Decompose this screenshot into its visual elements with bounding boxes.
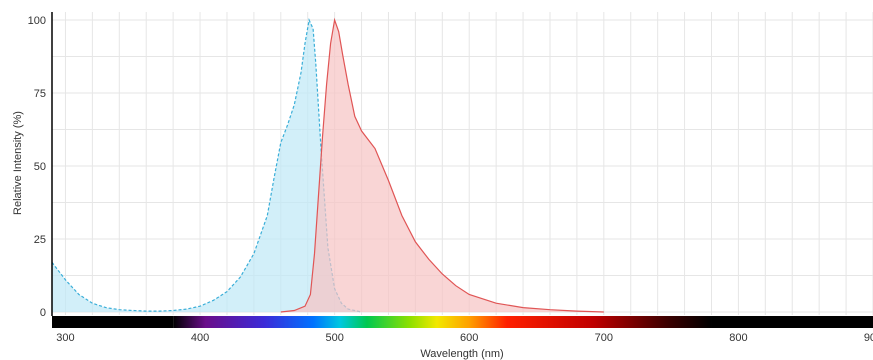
y-tick-labels: 0 25 50 75 100	[28, 15, 46, 319]
excitation-line	[51, 17, 362, 313]
emission-area	[280, 20, 604, 312]
black-bar-right	[711, 316, 873, 328]
spectrum-areas	[51, 17, 604, 313]
x-tick-label: 300	[56, 332, 74, 344]
y-tick-label: 25	[34, 234, 46, 246]
x-tick-label: 400	[191, 332, 209, 344]
y-tick-label: 50	[34, 161, 46, 173]
x-tick-label: 600	[460, 332, 478, 344]
x-tick-labels: 300 400 500 600 700 800 900	[56, 332, 873, 344]
emission-line	[280, 17, 604, 313]
y-tick-label: 100	[28, 15, 46, 27]
y-axis-label: Relative Intensity (%)	[12, 111, 24, 215]
y-tick-label: 75	[34, 88, 46, 100]
plot-background	[52, 12, 873, 315]
visible-spectrum-bar	[173, 316, 712, 328]
x-tick-label: 700	[595, 332, 613, 344]
y-tick-label: 0	[40, 307, 46, 319]
excitation-area	[52, 20, 362, 312]
x-tick-label: 900	[864, 332, 873, 344]
black-bar-left	[52, 316, 174, 328]
x-axis-label: Wavelength (nm)	[420, 348, 503, 360]
x-tick-label: 500	[325, 332, 343, 344]
x-tick-label: 800	[729, 332, 747, 344]
